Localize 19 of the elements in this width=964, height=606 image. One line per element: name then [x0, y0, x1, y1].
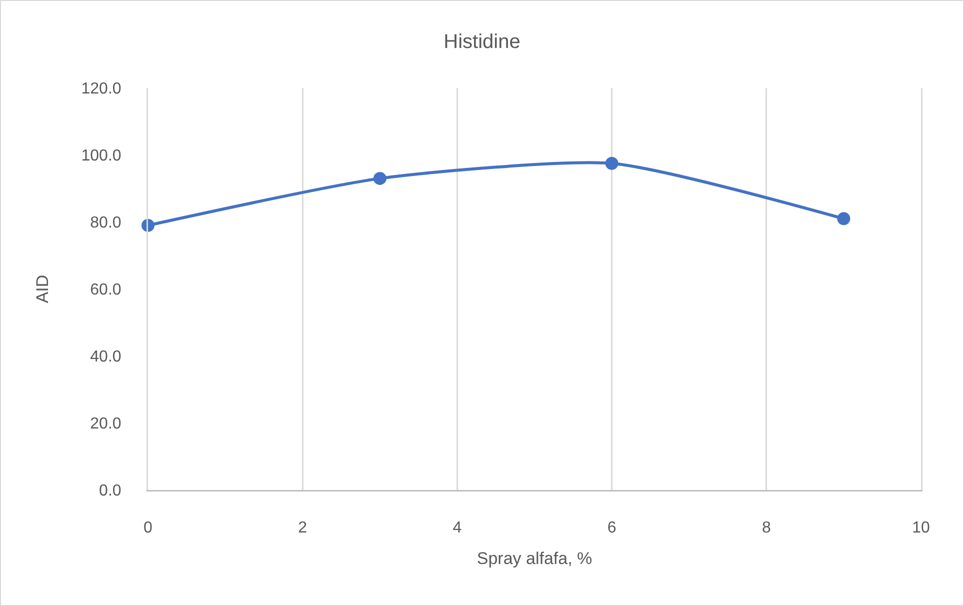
y-tick-label: 20.0 [90, 416, 122, 433]
x-tick-label: 10 [912, 520, 930, 537]
y-tick-label: 80.0 [90, 214, 122, 232]
x-axis-title: Spray alfafa, % [476, 548, 592, 568]
x-tick-label: 2 [298, 520, 308, 537]
y-tick-label: 120.0 [81, 80, 122, 98]
y-tick-label: 60.0 [90, 282, 122, 299]
point [373, 172, 386, 185]
y-tick-label: 100.0 [81, 148, 122, 165]
y-tick-label: 40.0 [90, 348, 122, 366]
x-tick-label: 4 [452, 520, 462, 537]
x-tick-label: 8 [762, 520, 771, 537]
y-tick-label: 0.0 [99, 482, 122, 500]
x-tick-label: 6 [607, 520, 616, 537]
point [605, 156, 618, 170]
y-axis-title: AID [33, 274, 52, 304]
point [837, 212, 850, 226]
chart-title: Histidine [444, 31, 520, 54]
x-tick-label: 0 [144, 520, 153, 537]
